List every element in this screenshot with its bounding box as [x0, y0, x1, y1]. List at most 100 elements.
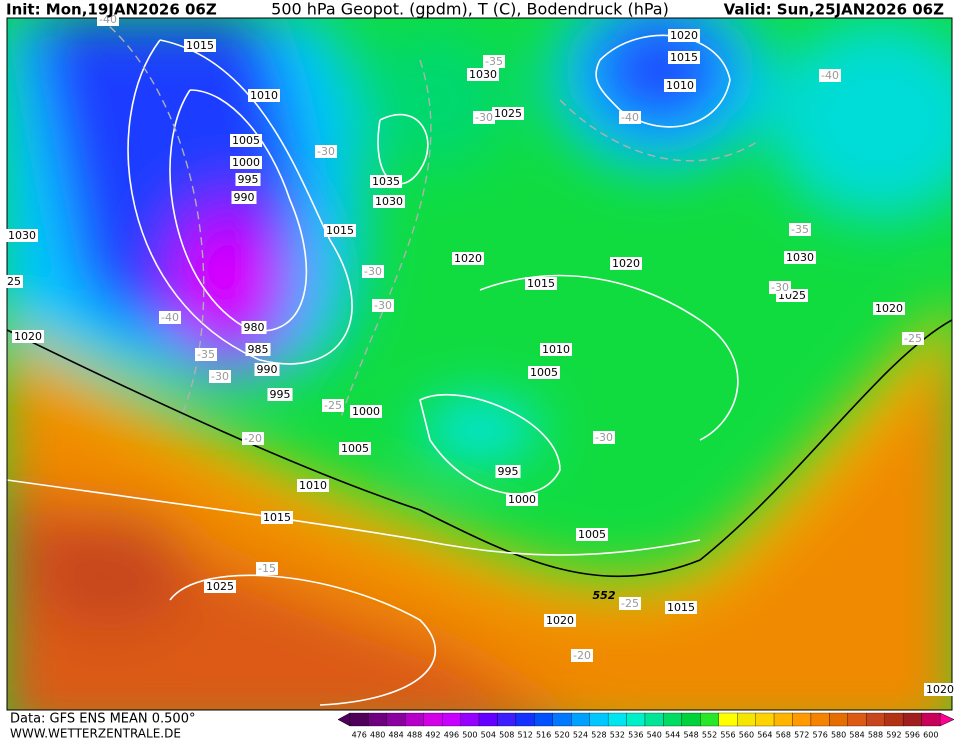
pressure-label: 990: [254, 363, 280, 376]
site-url: WWW.WETTERZENTRALE.DE: [10, 727, 181, 741]
temperature-label-text: -30: [374, 299, 392, 312]
pressure-label-box: [5, 275, 23, 288]
colorbar-swatch: [368, 712, 388, 727]
pressure-label-text: 1015: [670, 51, 698, 64]
temperature-label-box: [571, 649, 593, 662]
pressure-label-box: [230, 134, 262, 147]
pressure-label: 1020: [452, 252, 484, 265]
contour-label: 552: [593, 589, 616, 602]
pressure-label: 25: [5, 275, 23, 288]
pressure-label-box: [576, 528, 608, 541]
colorbar-tick-label: 556: [720, 731, 735, 740]
pressure-label-box: [540, 343, 572, 356]
pressure-label: 1030: [784, 251, 816, 264]
pressure-label-text: 1010: [666, 79, 694, 92]
pressure-label-text: 1035: [372, 175, 400, 188]
pressure-label-text: 1030: [375, 195, 403, 208]
colorbar-swatch: [534, 712, 553, 727]
colorbar-swatch: [810, 712, 830, 727]
temperature-label-text: -40: [161, 311, 179, 324]
init-time: Init: Mon,19JAN2026 06Z: [6, 1, 217, 19]
temperature-label-box: [159, 311, 181, 324]
pressure-label: 1015: [668, 51, 700, 64]
pressure-label: 1015: [665, 601, 697, 614]
pressure-label: 1020: [610, 257, 642, 270]
colorbar-tick-label: 512: [518, 731, 533, 740]
temperature-label-text: -20: [573, 649, 591, 662]
pressure-label-box: [495, 465, 521, 478]
colorbar-tick-label: 480: [370, 731, 385, 740]
temperature-label-text: -40: [99, 13, 117, 26]
colorbar-swatch: [644, 712, 664, 727]
pressure-label: 1025: [204, 580, 236, 593]
pressure-label: 1020: [873, 302, 905, 315]
colorbar-swatch: [552, 712, 572, 727]
temperature-label: -20: [242, 432, 264, 445]
pressure-label: 1030: [373, 195, 405, 208]
colorbar-tick-label: 476: [352, 731, 367, 740]
temperature-label-box: [372, 299, 394, 312]
pressure-label: 1000: [230, 156, 262, 169]
pressure-label-text: 1010: [542, 343, 570, 356]
pressure-label-text: 25: [7, 275, 21, 288]
pressure-label-box: [506, 493, 538, 506]
temperature-label-box: [242, 432, 264, 445]
colorbar-swatch: [405, 712, 424, 727]
temperature-label-text: -25: [904, 332, 922, 345]
pressure-label-text: 1015: [186, 39, 214, 52]
colorbar-swatch: [423, 712, 443, 727]
temperature-label-box: [209, 370, 231, 383]
pressure-label-text: 1005: [232, 134, 260, 147]
temperature-label-box: [619, 111, 641, 124]
temperature-label: -30: [209, 370, 231, 383]
colorbar-swatch: [829, 712, 848, 727]
pressure-label-text: 995: [238, 173, 259, 186]
temperature-label-text: -30: [317, 145, 335, 158]
pressure-label: 1020: [12, 330, 44, 343]
pressure-label-box: [267, 388, 293, 401]
pressure-label-text: 1000: [508, 493, 536, 506]
colorbar-swatch: [663, 712, 683, 727]
colorbar-tick-label: 500: [462, 731, 477, 740]
pressure-label-box: [6, 229, 38, 242]
temperature-label: -20: [571, 649, 593, 662]
pressure-label-text: 1010: [250, 89, 278, 102]
temperature-label-text: -30: [771, 281, 789, 294]
temperature-label: -40: [819, 69, 841, 82]
map-frame: [6, 17, 953, 711]
pressure-label: 1010: [540, 343, 572, 356]
pressure-label-box: [339, 442, 371, 455]
pressure-label-text: 990: [257, 363, 278, 376]
data-source: Data: GFS ENS MEAN 0.500°: [10, 712, 195, 727]
temperature-label-text: -15: [258, 562, 276, 575]
colorbar-tick-label: 560: [739, 731, 754, 740]
pressure-label-text: 1005: [578, 528, 606, 541]
temperature-label-box: [789, 223, 811, 236]
colorbar-tick-label: 488: [407, 731, 422, 740]
pressure-label-box: [924, 683, 956, 696]
colorbar-tick-label: 596: [905, 731, 920, 740]
pressure-label: 1030: [6, 229, 38, 242]
pressure-label-text: 1005: [530, 366, 558, 379]
pressure-label: 1010: [664, 79, 696, 92]
pressure-label-box: [254, 363, 280, 376]
temperature-label: -30: [769, 281, 791, 294]
pressure-label-text: 990: [234, 191, 255, 204]
temperature-label: -35: [789, 223, 811, 236]
colorbar-swatch: [700, 712, 719, 727]
colorbar-tick-label: 600: [923, 731, 938, 740]
colorbar-swatch: [884, 712, 904, 727]
colorbar: 476 480 484 488 492 496 500 504 508 512 516 520 524 5…: [337, 712, 955, 740]
colorbar-swatch: [921, 712, 941, 727]
pressure-label-text: 1015: [326, 224, 354, 237]
colorbar-tick-label: 536: [628, 731, 643, 740]
pressure-label-text: 1020: [612, 257, 640, 270]
pressure-label-box: [231, 191, 257, 204]
colorbar-swatch: [386, 712, 406, 727]
colorbar-swatch: [460, 712, 480, 727]
colorbar-tick-label: 548: [683, 731, 698, 740]
colorbar-swatch: [497, 712, 517, 727]
colorbar-swatch: [349, 712, 369, 727]
temperature-label-box: [593, 431, 615, 444]
